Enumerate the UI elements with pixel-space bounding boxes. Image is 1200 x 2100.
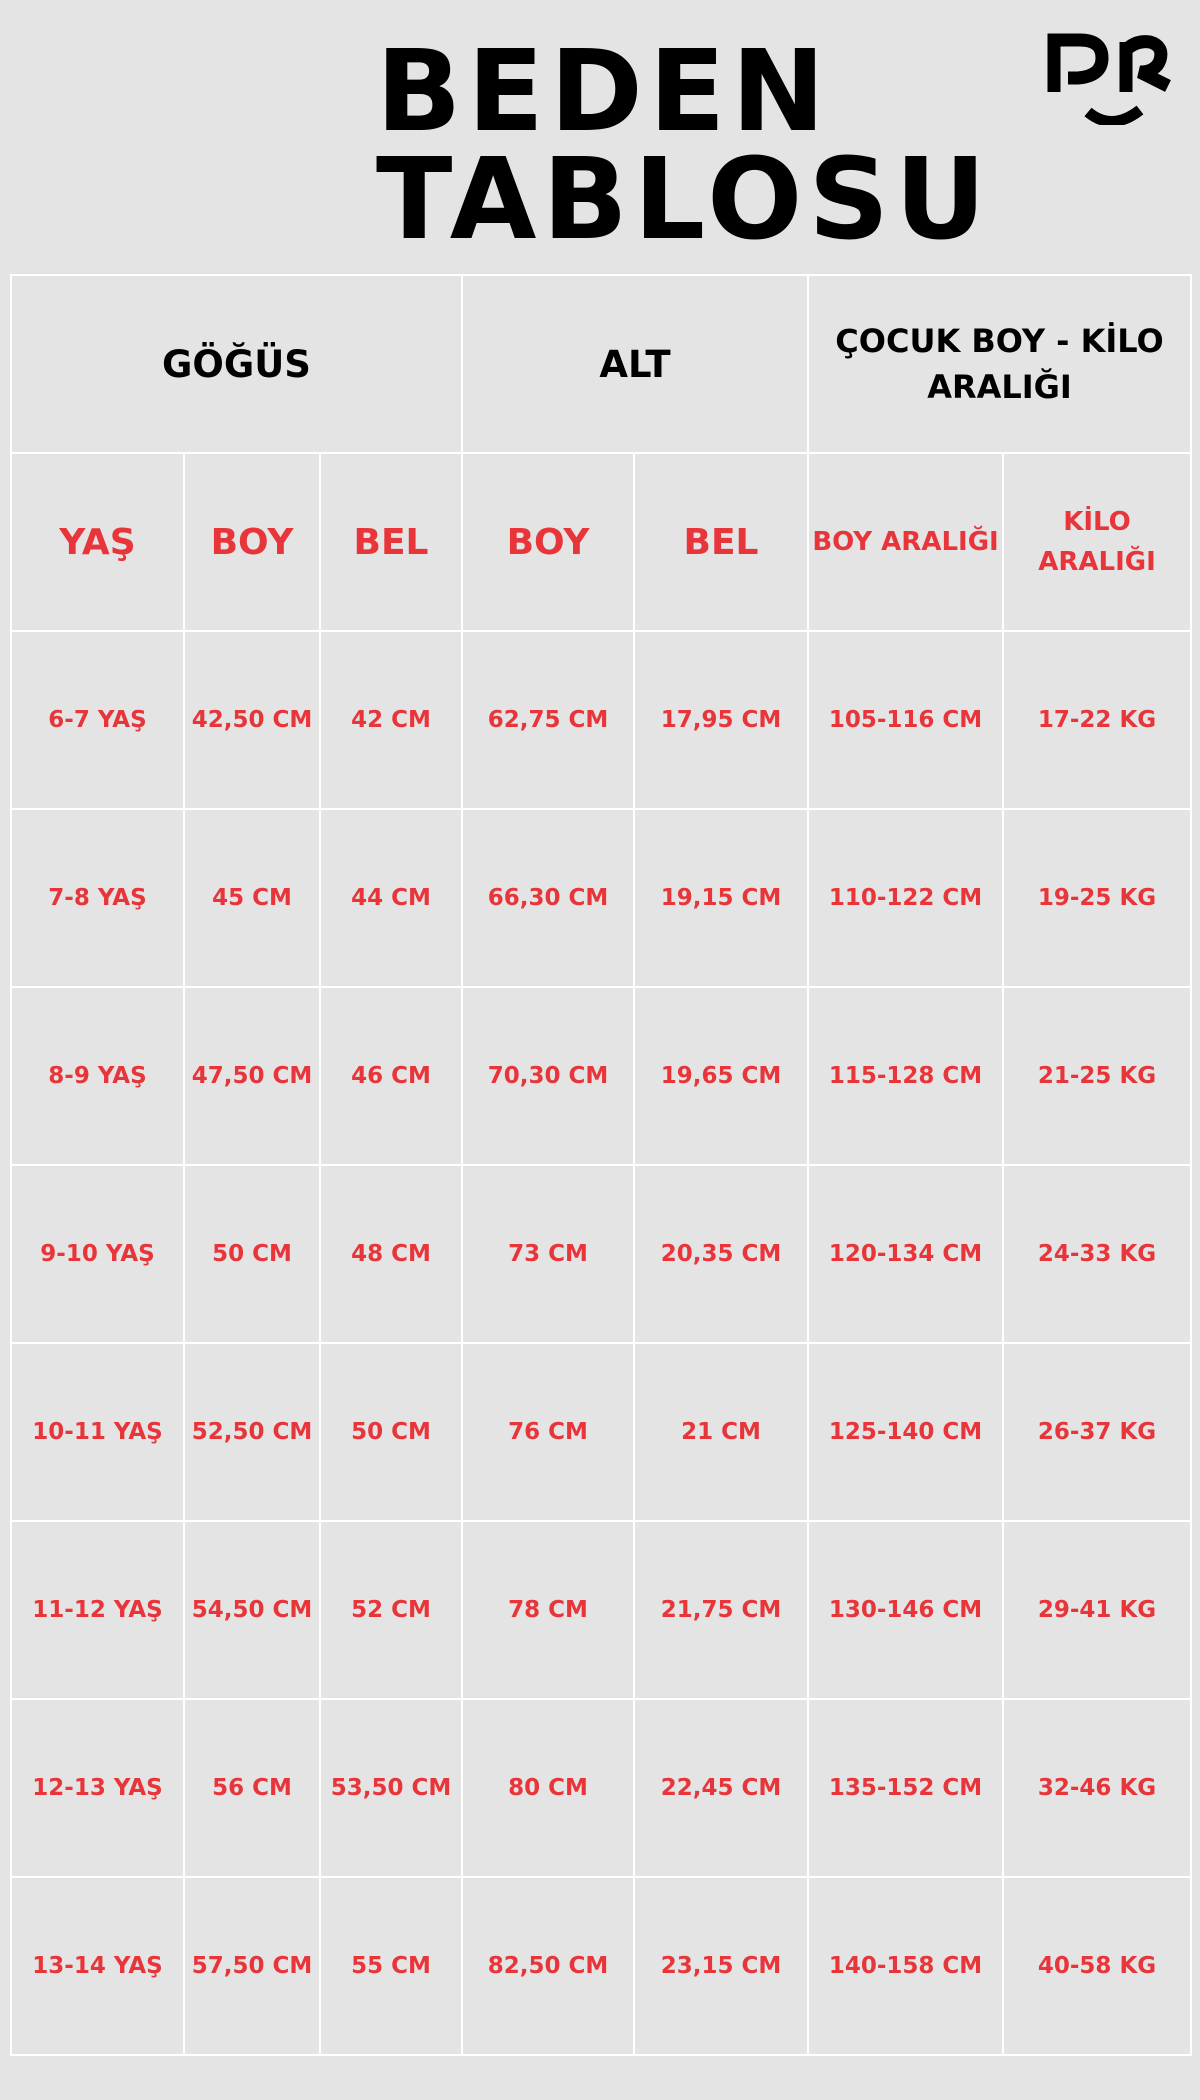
table-cell: 45 CM: [183, 808, 321, 988]
group-header-row: GÖĞÜS ALT ÇOCUK BOY - KİLO ARALIĞI: [10, 274, 1193, 454]
title-line-1: BEDEN: [376, 27, 832, 157]
table-cell: 57,50 CM: [183, 1876, 321, 2056]
table-cell: 46 CM: [319, 986, 463, 1166]
table-cell: 11-12 YAŞ: [10, 1520, 185, 1700]
table-cell: 17,95 CM: [632, 630, 810, 810]
table-cell: 70,30 CM: [461, 986, 635, 1166]
table-cell: 8-9 YAŞ: [10, 986, 185, 1166]
table-row: 11-12 YAŞ 54,50 CM 52 CM 78 CM 21,75 CM 130-1…: [10, 1520, 1193, 1700]
table-cell: 55 CM: [319, 1876, 463, 2056]
table-cell: 78 CM: [461, 1520, 635, 1700]
group-gogus: GÖĞÜS: [10, 274, 463, 454]
table-cell: 19-25 KG: [1002, 808, 1193, 988]
col-alt-boy: BOY: [461, 452, 635, 632]
table-row: 12-13 YAŞ 56 CM 53,50 CM 80 CM 22,45 CM 135-1…: [10, 1698, 1193, 1878]
table-cell: 48 CM: [319, 1164, 463, 1344]
table-cell: 42,50 CM: [183, 630, 321, 810]
table-cell: 21 CM: [632, 1342, 810, 1522]
col-alt-bel: BEL: [632, 452, 810, 632]
pr-smile-logo-icon: [1047, 33, 1171, 125]
table-row: 13-14 YAŞ 57,50 CM 55 CM 82,50 CM 23,15 CM 14…: [10, 1876, 1193, 2056]
col-yas: YAŞ: [10, 452, 185, 632]
table-cell: 50 CM: [319, 1342, 463, 1522]
table-cell: 47,50 CM: [183, 986, 321, 1166]
title-line-2: TABLOSU: [376, 135, 992, 265]
table-cell: 24-33 KG: [1002, 1164, 1193, 1344]
table-cell: 66,30 CM: [461, 808, 635, 988]
group-alt: ALT: [460, 274, 810, 454]
table-cell: 19,15 CM: [632, 808, 810, 988]
table-cell: 6-7 YAŞ: [10, 630, 185, 810]
table-cell: 135-152 CM: [807, 1698, 1005, 1878]
table-cell: 13-14 YAŞ: [10, 1876, 185, 2056]
group-boy-kilo: ÇOCUK BOY - KİLO ARALIĞI: [807, 274, 1193, 454]
col-kilo-araligi: KİLO ARALIĞI: [1002, 452, 1193, 632]
table-cell: 105-116 CM: [807, 630, 1005, 810]
table-cell: 54,50 CM: [183, 1520, 321, 1700]
table-cell: 115-128 CM: [807, 986, 1005, 1166]
table-row: 8-9 YAŞ 47,50 CM 46 CM 70,30 CM 19,65 CM 115-…: [10, 986, 1193, 1166]
table-cell: 17-22 KG: [1002, 630, 1193, 810]
table-cell: 120-134 CM: [807, 1164, 1005, 1344]
table-cell: 73 CM: [461, 1164, 635, 1344]
table-cell: 10-11 YAŞ: [10, 1342, 185, 1522]
table-cell: 52 CM: [319, 1520, 463, 1700]
table-cell: 82,50 CM: [461, 1876, 635, 2056]
column-header-row: YAŞ BOY BEL BOY BEL BOY ARALIĞI KİLO ARA…: [10, 452, 1193, 632]
table-cell: 80 CM: [461, 1698, 635, 1878]
table-cell: 125-140 CM: [807, 1342, 1005, 1522]
table-cell: 76 CM: [461, 1342, 635, 1522]
table-cell: 32-46 KG: [1002, 1698, 1193, 1878]
table-cell: 56 CM: [183, 1698, 321, 1878]
table-cell: 21,75 CM: [632, 1520, 810, 1700]
table-cell: 21-25 KG: [1002, 986, 1193, 1166]
size-table: GÖĞÜS ALT ÇOCUK BOY - KİLO ARALIĞI YAŞ B…: [10, 274, 1193, 2056]
table-cell: 26-37 KG: [1002, 1342, 1193, 1522]
table-row: 9-10 YAŞ 50 CM 48 CM 73 CM 20,35 CM 120-134 C…: [10, 1164, 1193, 1344]
col-gogus-bel: BEL: [319, 452, 463, 632]
table-cell: 29-41 KG: [1002, 1520, 1193, 1700]
table-cell: 40-58 KG: [1002, 1876, 1193, 2056]
page-title: BEDEN TABLOSU: [376, 27, 992, 265]
table-cell: 52,50 CM: [183, 1342, 321, 1522]
col-boy-araligi: BOY ARALIĞI: [807, 452, 1005, 632]
table-cell: 9-10 YAŞ: [10, 1164, 185, 1344]
table-cell: 53,50 CM: [319, 1698, 463, 1878]
table-row: 6-7 YAŞ 42,50 CM 42 CM 62,75 CM 17,95 CM 105-…: [10, 630, 1193, 810]
table-cell: 130-146 CM: [807, 1520, 1005, 1700]
table-cell: 19,65 CM: [632, 986, 810, 1166]
table-cell: 44 CM: [319, 808, 463, 988]
table-cell: 12-13 YAŞ: [10, 1698, 185, 1878]
table-cell: 23,15 CM: [632, 1876, 810, 2056]
table-cell: 42 CM: [319, 630, 463, 810]
table-cell: 50 CM: [183, 1164, 321, 1344]
table-cell: 7-8 YAŞ: [10, 808, 185, 988]
table-cell: 22,45 CM: [632, 1698, 810, 1878]
table-row: 7-8 YAŞ 45 CM 44 CM 66,30 CM 19,15 CM 110-122…: [10, 808, 1193, 988]
table-cell: 62,75 CM: [461, 630, 635, 810]
table-cell: 140-158 CM: [807, 1876, 1005, 2056]
table-cell: 110-122 CM: [807, 808, 1005, 988]
col-gogus-boy: BOY: [183, 452, 321, 632]
table-row: 10-11 YAŞ 52,50 CM 50 CM 76 CM 21 CM 125-140 …: [10, 1342, 1193, 1522]
table-cell: 20,35 CM: [632, 1164, 810, 1344]
